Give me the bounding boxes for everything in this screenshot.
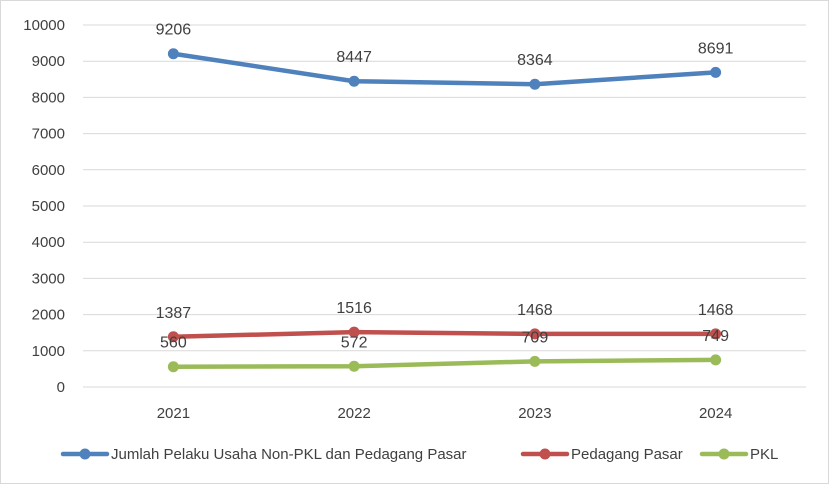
y-tick-label-6000: 6000 <box>32 162 65 179</box>
legend-label-0: Jumlah Pelaku Usaha Non-PKL dan Pedagang… <box>111 446 467 463</box>
y-tick-label-8000: 8000 <box>32 89 65 106</box>
data-label-2-2: 709 <box>522 329 549 346</box>
legend-swatch-marker-2 <box>718 448 730 460</box>
data-label-0-0: 9206 <box>156 22 192 39</box>
data-label-1-1: 1516 <box>336 300 372 317</box>
legend-label-1: Pedagang Pasar <box>571 446 683 463</box>
legend-label-2: PKL <box>750 446 778 463</box>
data-label-2-3: 749 <box>702 328 729 345</box>
x-tick-label-2022: 2022 <box>337 405 370 422</box>
data-point-0-3 <box>710 66 722 78</box>
data-label-1-2: 1468 <box>517 302 553 319</box>
legend-swatch-marker-0 <box>79 448 91 460</box>
data-point-0-1 <box>348 75 360 87</box>
y-tick-label-7000: 7000 <box>32 126 65 143</box>
y-tick-label-2000: 2000 <box>32 307 65 324</box>
data-labels: 9206 8447 8364 8691 1387 1516 1468 1468 560 572 70… <box>156 22 734 352</box>
x-tick-label-2021: 2021 <box>157 405 190 422</box>
data-point-2-0 <box>167 361 179 373</box>
data-label-2-1: 572 <box>341 334 368 351</box>
y-tick-label-10000: 10000 <box>23 17 65 34</box>
data-label-2-0: 560 <box>160 335 187 352</box>
data-point-0-0 <box>167 48 179 60</box>
data-point-1-0 <box>167 331 179 343</box>
gridlines <box>83 24 806 388</box>
series-line-0 <box>171 51 718 87</box>
y-tick-label-4000: 4000 <box>32 234 65 251</box>
series-line-2 <box>171 357 718 369</box>
data-point-1-3 <box>710 328 722 340</box>
data-label-0-1: 8447 <box>336 49 372 66</box>
data-point-1-2 <box>529 328 541 340</box>
x-tick-label-2023: 2023 <box>518 405 551 422</box>
y-axis: 0 1000 2000 3000 4000 5000 6000 7000 8000 9000 100… <box>23 17 65 396</box>
data-label-0-3: 8691 <box>698 40 734 57</box>
data-label-1-3: 1468 <box>698 302 734 319</box>
y-tick-label-1000: 1000 <box>32 343 65 360</box>
data-point-1-1 <box>348 326 360 338</box>
data-point-2-2 <box>529 355 541 367</box>
data-point-2-1 <box>348 360 360 372</box>
series-layer <box>167 48 722 373</box>
series-line-1 <box>171 329 718 340</box>
y-tick-label-0: 0 <box>57 379 65 396</box>
legend: Jumlah Pelaku Usaha Non-PKL dan Pedagang… <box>60 446 778 463</box>
y-tick-label-9000: 9000 <box>32 53 65 70</box>
x-axis: 2021 2022 2023 2024 <box>157 405 733 422</box>
legend-swatch-marker-1 <box>539 448 551 460</box>
data-point-0-2 <box>529 78 541 90</box>
y-tick-label-3000: 3000 <box>32 270 65 287</box>
x-tick-label-2024: 2024 <box>699 405 732 422</box>
data-label-1-0: 1387 <box>156 305 192 322</box>
y-tick-label-5000: 5000 <box>32 198 65 215</box>
data-label-0-2: 8364 <box>517 52 553 69</box>
data-point-2-3 <box>710 354 722 366</box>
